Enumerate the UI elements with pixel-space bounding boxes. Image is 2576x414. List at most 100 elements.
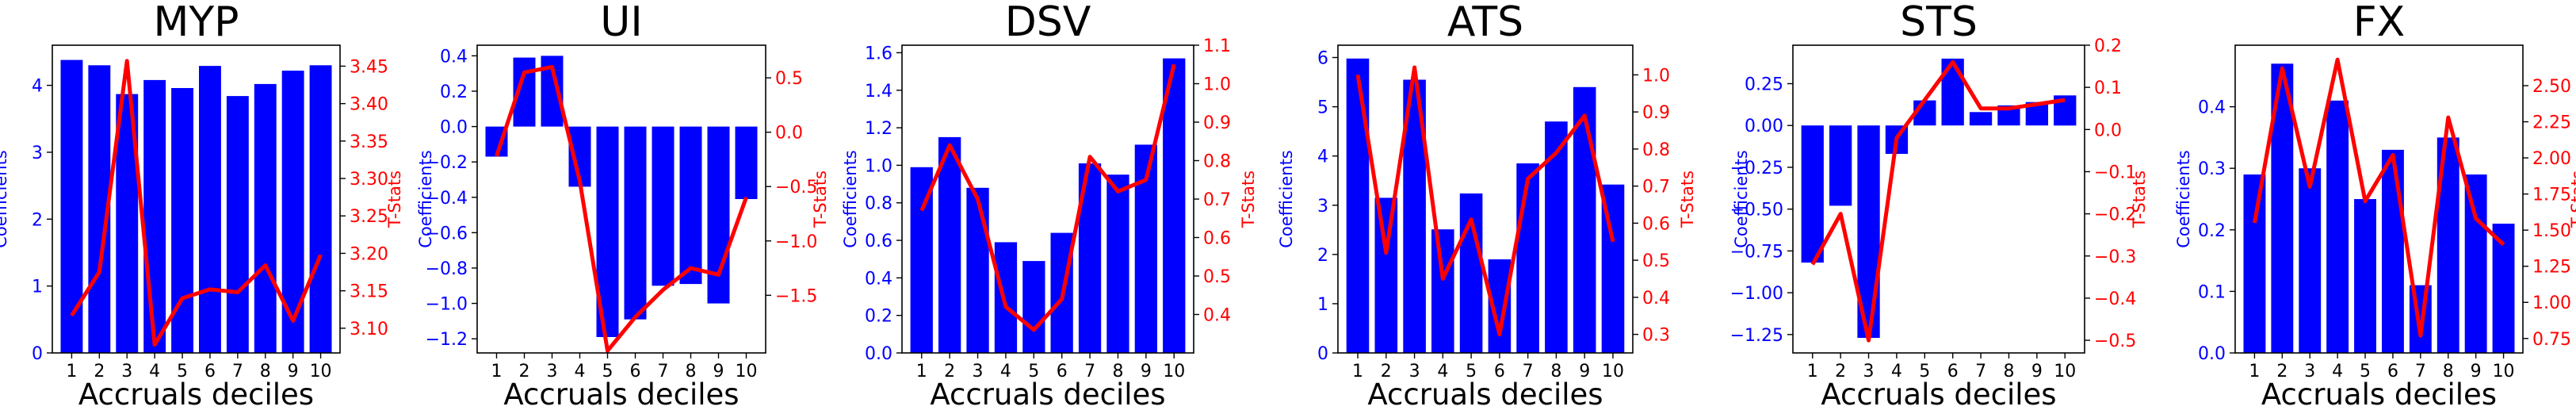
bar-6 — [1941, 58, 1964, 126]
x-tick-label: 9 — [713, 362, 724, 381]
y-tick-label: 1.6 — [865, 44, 892, 63]
y2-axis-label: T-Stats — [2130, 171, 2149, 228]
y-tick-label: −1.25 — [1730, 326, 1783, 346]
x-tick-label: 7 — [1523, 362, 1534, 381]
x-tick-label: 1 — [916, 362, 927, 381]
y-axis-label: Coefficients — [841, 150, 860, 248]
y2-tick-label: 0.0 — [2094, 121, 2122, 140]
x-tick-label: 10 — [1163, 362, 1185, 381]
x-tick-label: 9 — [2031, 362, 2043, 381]
x-axis-label: Accruals deciles — [1367, 378, 1603, 412]
x-tick-label: 2 — [1835, 362, 1846, 381]
x-tick-label: 6 — [1494, 362, 1505, 381]
x-tick-label: 3 — [1409, 362, 1420, 381]
y2-tick-label: 0.8 — [1203, 152, 1231, 172]
x-tick-label: 7 — [1084, 362, 1095, 381]
y-tick-label: −0.25 — [1730, 159, 1783, 178]
x-tick-label: 9 — [2471, 362, 2482, 381]
chart-panel-ats: 1 2 3 4 5 6 7 8 9 1001234560.30.40.50.60.70.80.91… — [1277, 0, 1697, 412]
y-tick-label: 1.2 — [865, 119, 892, 139]
bar-7 — [1969, 112, 1993, 126]
y-tick-label: −1.0 — [426, 295, 468, 315]
y2-tick-label: 2.00 — [2532, 149, 2571, 169]
y-axis-label: Coefficients — [416, 150, 435, 248]
y-tick-label: 5 — [1317, 98, 1328, 118]
y-tick-label: −0.6 — [426, 224, 468, 243]
y2-tick-label: −0.4 — [2094, 289, 2136, 309]
x-tick-label: 3 — [547, 362, 558, 381]
x-tick-label: 2 — [519, 362, 530, 381]
y-axis-label: Coefficients — [1277, 150, 1296, 248]
tstat-line — [70, 59, 323, 347]
y2-tick-label: 3.10 — [350, 320, 388, 339]
y2-axis-label: T-Stats — [1678, 171, 1697, 228]
bar-2 — [938, 136, 961, 353]
bar-9 — [1573, 86, 1596, 354]
chart-title: ATS — [1447, 0, 1523, 46]
tstat-line — [1355, 65, 1615, 337]
chart-panel-myp: 1 2 3 4 5 6 7 8 9 10012343.103.153.203.253.303.35… — [0, 0, 404, 412]
y-tick-label: −0.75 — [1730, 242, 1783, 262]
bar-6 — [624, 126, 647, 320]
bar-1 — [1346, 58, 1370, 354]
y2-tick-label: 0.3 — [1642, 326, 1670, 346]
y2-tick-label: 0.75 — [2532, 330, 2571, 350]
x-tick-label: 4 — [2332, 362, 2343, 381]
y-tick-label: −0.50 — [1730, 201, 1783, 220]
y-axis-label: Coefficients — [2174, 150, 2193, 248]
y2-tick-label: 3.20 — [350, 244, 388, 264]
y-tick-label: 0.0 — [440, 118, 468, 138]
y2-tick-label: −1.0 — [775, 232, 817, 252]
y2-axis-label: T-Stats — [2568, 171, 2576, 228]
bar-10 — [309, 65, 332, 354]
y-tick-label: −1.00 — [1730, 284, 1783, 304]
x-tick-label: 7 — [232, 362, 243, 381]
y-tick-label: −0.8 — [426, 259, 468, 279]
bar-10 — [735, 126, 758, 199]
y-tick-label: 1 — [1317, 295, 1328, 315]
y2-tick-label: 1.75 — [2532, 186, 2571, 205]
y-tick-label: 0.2 — [440, 82, 468, 102]
y-tick-label: 4 — [32, 77, 43, 97]
y-tick-label: 2 — [1317, 246, 1328, 266]
x-tick-label: 7 — [2415, 362, 2426, 381]
y2-tick-label: 0.4 — [1642, 289, 1670, 309]
y-tick-label: 0.0 — [2198, 344, 2226, 364]
y-tick-label: 0.2 — [2198, 221, 2226, 241]
y-tick-label: −0.4 — [426, 189, 468, 209]
x-tick-label: 1 — [66, 362, 77, 381]
bar-8 — [254, 83, 277, 354]
bar-10 — [1163, 58, 1186, 353]
y-tick-label: 3 — [1317, 197, 1328, 217]
x-tick-label: 9 — [288, 362, 299, 381]
bar-3 — [2299, 168, 2322, 353]
bar-5 — [2354, 199, 2376, 353]
x-tick-label: 10 — [1602, 362, 1624, 381]
x-tick-label: 5 — [177, 362, 188, 381]
y-tick-label: 0.0 — [865, 344, 892, 364]
x-axis-label: Accruals deciles — [503, 378, 739, 412]
y2-tick-label: −1.5 — [775, 286, 817, 306]
x-tick-label: 5 — [1919, 362, 1930, 381]
x-tick-label: 1 — [2249, 362, 2260, 381]
x-axis-label: Accruals deciles — [2261, 378, 2497, 412]
bar-5 — [1022, 261, 1045, 353]
bar-1 — [1801, 125, 1824, 263]
x-tick-label: 8 — [1550, 362, 1561, 381]
x-tick-label: 1 — [1807, 362, 1818, 381]
x-tick-label: 6 — [630, 362, 641, 381]
y2-tick-label: 0.7 — [1642, 178, 1670, 197]
chart-title: FX — [2353, 0, 2406, 46]
x-tick-label: 4 — [1000, 362, 1011, 381]
bar-8 — [1545, 121, 1568, 353]
y2-tick-label: 3.35 — [350, 132, 388, 152]
chart-title: STS — [1900, 0, 1978, 46]
x-tick-label: 1 — [1352, 362, 1363, 381]
x-tick-label: 10 — [2054, 362, 2076, 381]
y2-tick-label: 0.5 — [1203, 267, 1231, 287]
x-tick-label: 8 — [2003, 362, 2014, 381]
bar-4 — [2326, 100, 2349, 354]
bar-9 — [2464, 174, 2487, 353]
x-tick-label: 5 — [1466, 362, 1477, 381]
y2-tick-label: 2.25 — [2532, 113, 2571, 133]
